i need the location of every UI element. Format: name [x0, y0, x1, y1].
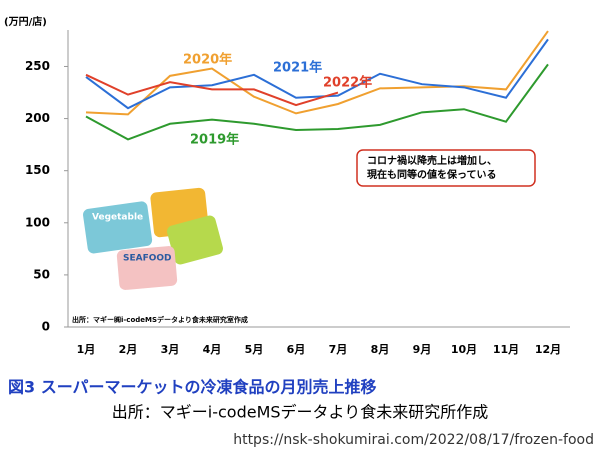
- annotation-box: [356, 149, 536, 187]
- y-tick-label: 0: [42, 320, 50, 334]
- caption-title: 図3 スーパーマーケットの冷凍食品の月別売上推移: [8, 378, 377, 397]
- series-line: [85, 73, 339, 107]
- series-label: 2020年: [183, 52, 232, 68]
- annotation: コロナ禍以降売上は増加し、: [367, 154, 497, 167]
- x-tick-label: 3月: [161, 343, 180, 356]
- x-tick-label: 9月: [413, 343, 432, 356]
- caption-url: https://nsk-shokumirai.com/2022/08/17/fr…: [233, 432, 594, 448]
- y-tick-label: 200: [25, 111, 50, 125]
- series-label: 2022年: [323, 75, 372, 91]
- y-tick-label: 50: [33, 267, 50, 281]
- x-tick-label: 12月: [535, 343, 561, 356]
- series-label: 2021年: [273, 60, 322, 76]
- x-tick-label: 1月: [77, 343, 96, 356]
- x-tick-label: 8月: [371, 343, 390, 356]
- series-line: [85, 38, 549, 110]
- illustration: Vegetable SEAFOOD: [83, 187, 223, 290]
- x-tick-label: 7月: [329, 343, 348, 356]
- series-label: 2019年: [190, 132, 239, 148]
- x-tick-label: 4月: [203, 343, 222, 356]
- y-axis-label: (万円/店): [4, 15, 47, 28]
- annotation: 現在も同等の値を保っている: [367, 168, 497, 181]
- y-tick-label: 250: [25, 59, 50, 73]
- caption-source: 出所：マギーi-codeMSデータより食未来研究所作成: [112, 403, 488, 422]
- x-tick-label: 5月: [245, 343, 264, 356]
- x-tick-label: 6月: [287, 343, 306, 356]
- x-tick-label: 2月: [119, 343, 138, 356]
- series-line: [85, 63, 549, 141]
- illustration-label: Vegetable: [92, 213, 143, 223]
- series-line: [85, 30, 549, 116]
- chart-source: 出所：マギー㈱i-codeMSデータより食未来研究室作成: [72, 315, 248, 324]
- x-tick-label: 11月: [493, 343, 519, 356]
- y-tick-label: 100: [25, 215, 50, 229]
- y-tick-label: 150: [25, 163, 50, 177]
- x-tick-label: 10月: [451, 343, 477, 356]
- illustration-label: SEAFOOD: [123, 254, 172, 264]
